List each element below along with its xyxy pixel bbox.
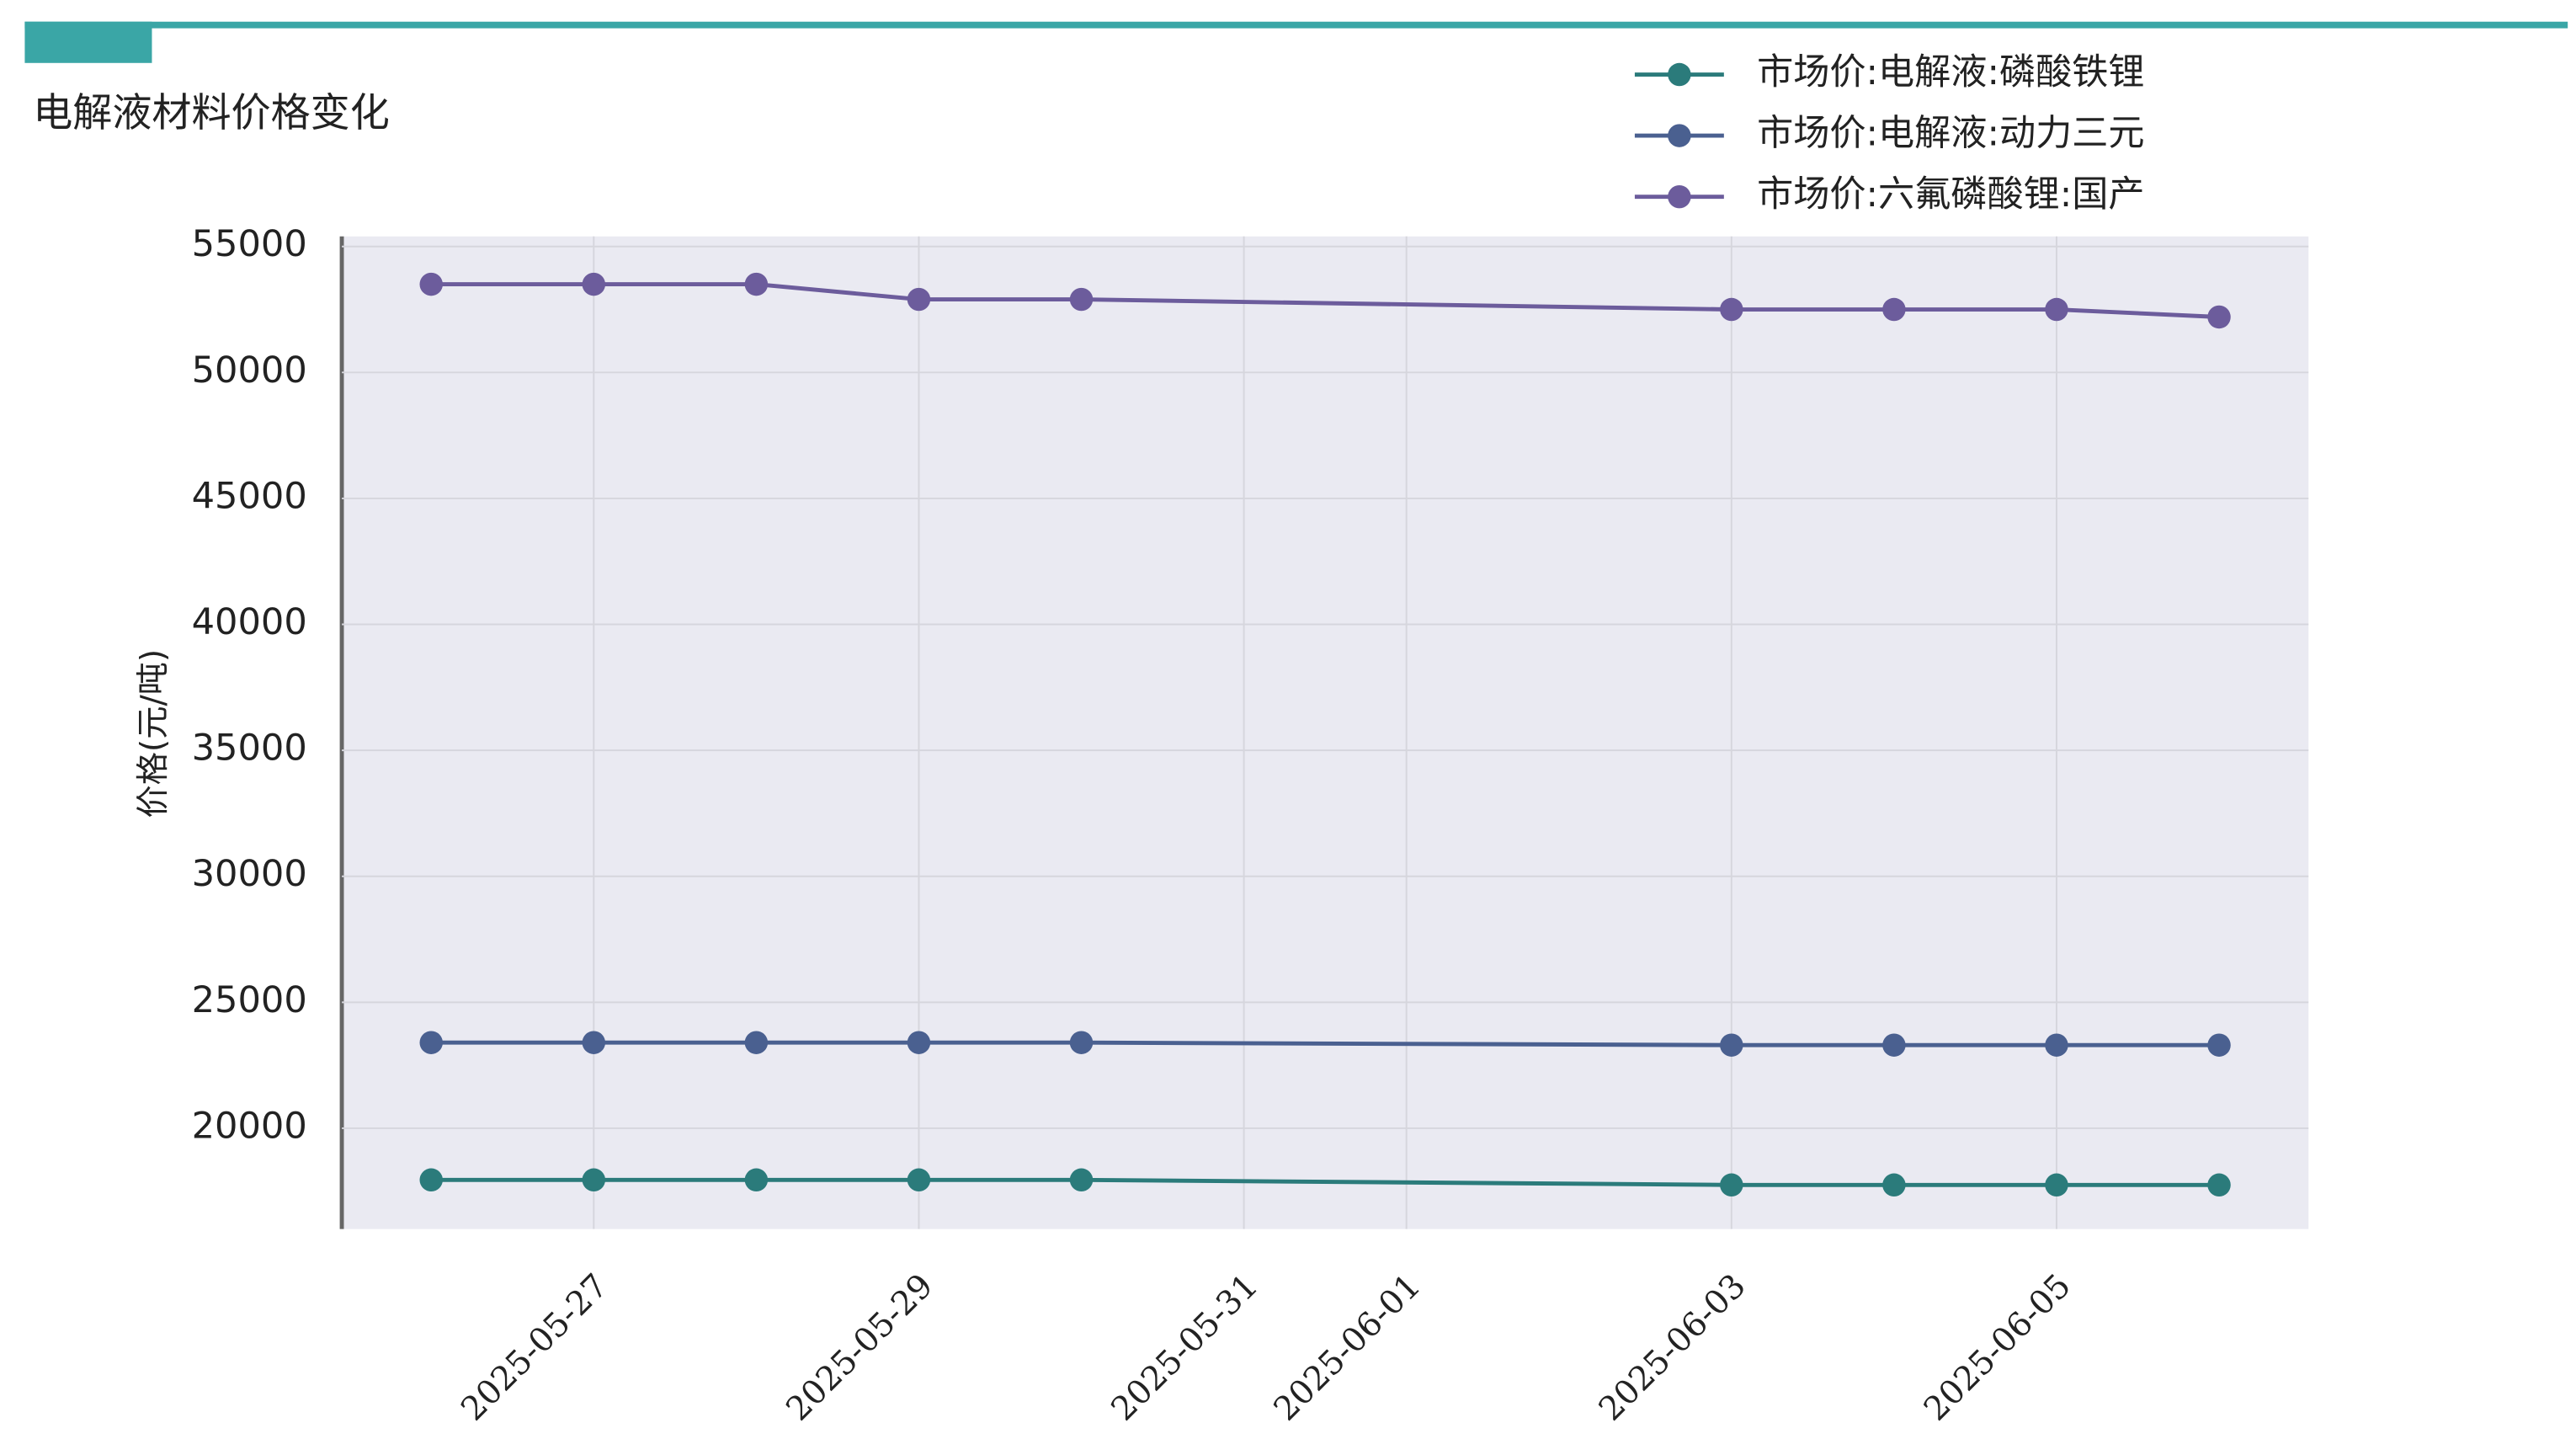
data-point	[2045, 297, 2068, 322]
x-tick-label: 2025-06-01	[1267, 1267, 1429, 1429]
data-point	[1720, 1033, 1743, 1057]
legend-label: 市场价:六氟磷酸锂:国产	[1757, 173, 2144, 216]
y-tick-label: 45000	[192, 475, 307, 517]
data-point	[1069, 1031, 1094, 1054]
x-tick-label: 2025-05-29	[780, 1267, 941, 1429]
y-tick-label: 50000	[192, 349, 307, 392]
grid	[342, 236, 2309, 1229]
data-point	[907, 287, 931, 312]
legend-marker	[1668, 62, 1691, 87]
header-tab	[24, 21, 152, 63]
data-point	[1720, 1173, 1743, 1197]
data-point	[419, 1031, 443, 1054]
x-tick-label: 2025-05-31	[1104, 1267, 1266, 1429]
y-tick-label: 20000	[192, 1105, 307, 1147]
data-point	[907, 1031, 931, 1054]
data-point	[2045, 1173, 2068, 1197]
data-point	[2045, 1033, 2068, 1057]
data-point	[2207, 1033, 2231, 1057]
data-point	[1069, 287, 1094, 312]
x-tick-label: 2025-06-03	[1592, 1267, 1754, 1429]
x-tick-label: 2025-05-27	[454, 1267, 615, 1429]
x-tick-label: 2025-06-05	[1917, 1267, 2078, 1429]
y-tick-label: 40000	[192, 601, 307, 643]
plot-area	[342, 236, 2309, 1229]
data-point	[744, 1168, 769, 1192]
data-point	[907, 1168, 931, 1192]
data-point	[744, 272, 769, 296]
data-point	[419, 1168, 443, 1192]
data-point	[1882, 297, 1906, 322]
y-tick-label: 55000	[192, 223, 307, 265]
legend-label: 市场价:电解液:动力三元	[1757, 113, 2144, 155]
data-point	[2207, 1173, 2231, 1197]
data-point	[1882, 1033, 1906, 1057]
data-point	[1720, 297, 1743, 322]
legend-marker	[1668, 124, 1691, 147]
data-point	[1882, 1173, 1906, 1197]
header-line	[24, 21, 2568, 29]
data-point	[419, 272, 443, 296]
data-point	[744, 1031, 769, 1054]
data-point	[2207, 305, 2231, 329]
y-tick-label: 30000	[192, 853, 307, 895]
legend-marker	[1668, 184, 1691, 209]
legend-label: 市场价:电解液:磷酸铁锂	[1757, 51, 2144, 93]
data-point	[1069, 1168, 1094, 1192]
data-point	[582, 1031, 606, 1054]
y-tick-label: 35000	[192, 727, 307, 770]
data-point	[582, 272, 606, 296]
chart-title: 电解液材料价格变化	[33, 90, 390, 136]
y-tick-label: 25000	[192, 979, 307, 1021]
y-axis-label: 价格(元/吨)	[135, 649, 173, 818]
data-point	[582, 1168, 606, 1192]
